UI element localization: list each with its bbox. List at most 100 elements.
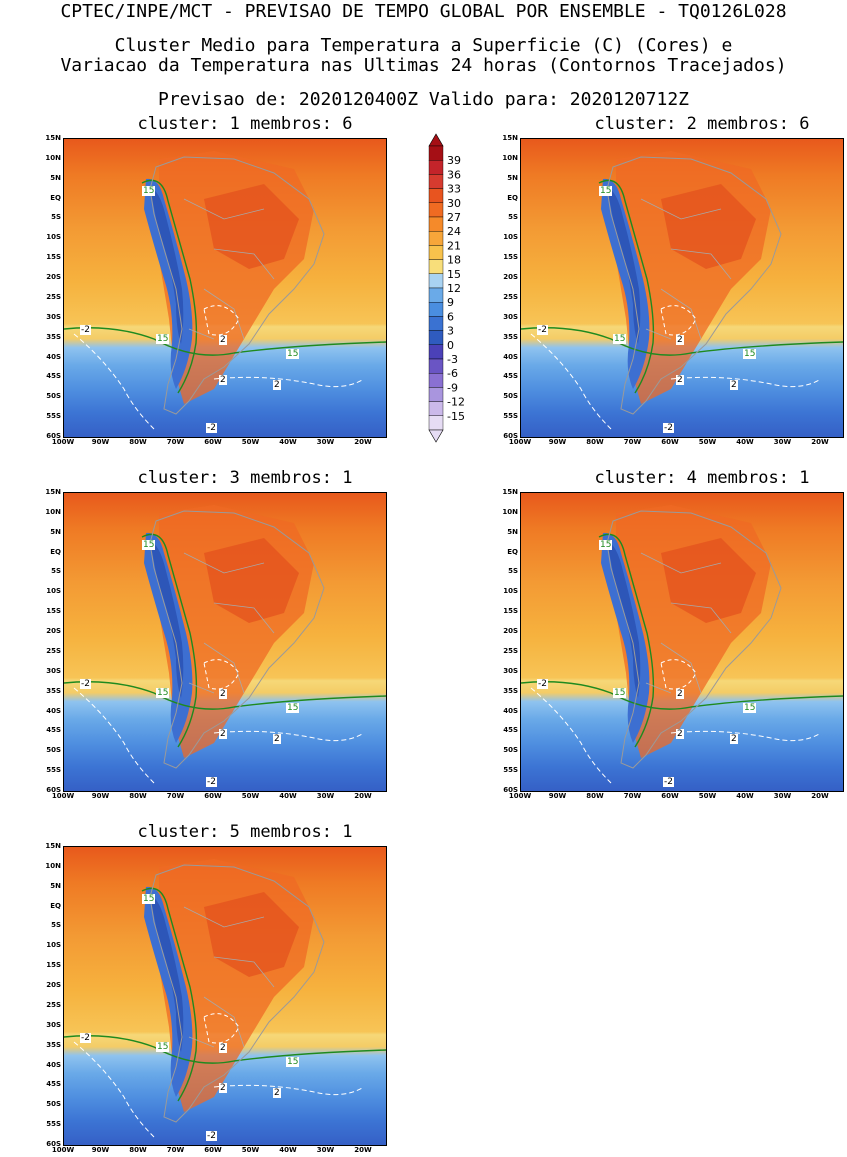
chart-title-line3: Variacao da Temperatura nas Ultimas 24 h… [60,55,787,76]
lat-tick-label: 5S [51,921,61,930]
colorbar-swatch [428,145,444,161]
lat-tick-label: 20S [503,273,518,282]
lon-tick-label: 40W [736,438,754,446]
temperature-map-panel-2: 15 15 15 2 2 2 -2 -2 [520,138,844,438]
colorbar-swatch [428,401,444,417]
contour-label: -2 [80,679,91,689]
lat-tick-label: 5N [50,527,61,536]
contour-label: -2 [80,1033,91,1043]
contour-label: -2 [663,777,674,787]
lon-tick-label: 90W [91,438,110,446]
colorbar-swatch [428,160,444,175]
lat-tick-label: 15S [503,253,518,262]
chart-title-line1: CPTEC/INPE/MCT - PREVISAO DE TEMPO GLOBA… [60,1,787,22]
contour-label: 2 [219,689,227,699]
lon-tick-label: 50W [241,792,260,800]
lat-tick-label: 5S [508,567,518,576]
lat-tick-label: 35S [46,686,61,695]
lon-tick-label: 30W [773,792,792,800]
contour-label: 15 [599,540,613,550]
lat-tick-label: 15N [45,488,61,496]
lat-tick-label: 45S [46,372,61,381]
contour-label: 2 [676,335,684,345]
lat-tick-label: 25S [46,1000,61,1009]
colorbar-label: -12 [447,396,465,409]
lat-tick-label: 55S [46,766,61,775]
lat-tick-label: 45S [46,726,61,735]
lon-tick-label: 80W [586,792,604,800]
lat-tick-label: 20S [46,981,61,990]
contour-label: 15 [613,334,627,344]
lon-tick-label: 100W [51,792,75,800]
contour-label: -2 [663,423,674,433]
lat-tick-label: 25S [503,646,518,655]
lat-tick-label: 5S [508,213,518,222]
lat-tick-label: 30S [503,666,518,675]
temperature-map-panel-5: 15 15 15 2 2 2 -2 -2 [63,846,387,1146]
colorbar-swatch [428,188,444,203]
contour-label: 15 [613,688,627,698]
lon-tick-label: 80W [129,1146,147,1154]
contour-label: 2 [219,335,227,345]
lat-tick-label: 10S [46,587,61,596]
contour-label: 15 [286,349,300,359]
contour-label: 2 [273,1088,281,1098]
lat-tick-label: 5N [50,173,61,182]
colorbar-label: 3 [447,325,454,338]
contour-label: 15 [743,349,757,359]
colorbar-arrow-top [428,133,444,147]
lat-tick-label: 5N [50,881,61,890]
lat-tick-label: 50S [503,392,518,401]
lon-tick-label: 50W [698,438,717,446]
lat-tick-label: 10S [46,233,61,242]
contour-label: -2 [206,777,217,787]
lon-tick-label: 60W [204,438,222,446]
lon-tick-label: 100W [51,438,75,446]
colorbar-swatch [428,202,444,218]
contour-label: 2 [219,729,227,739]
colorbar-label: 9 [447,296,454,309]
lon-tick-label: 60W [204,792,222,800]
lon-tick-label: 20W [811,792,829,800]
lat-tick-label: 15S [46,607,61,616]
lat-tick-label: 45S [503,372,518,381]
lon-tick-label: 50W [241,438,260,446]
lat-tick-label: 30S [46,312,61,321]
lat-tick-label: 55S [46,1120,61,1129]
lat-tick-label: 60S [46,1140,61,1148]
lon-tick-label: 40W [279,792,297,800]
contour-label: -2 [537,325,548,335]
lat-tick-label: 10N [45,153,61,162]
colorbar-label: 0 [447,339,454,352]
forecast-validity-line: Previsao de: 2020120400Z Valido para: 20… [157,89,689,110]
lon-tick-label: 30W [316,438,335,446]
lon-tick-label: 20W [354,438,372,446]
contour-label: 2 [676,689,684,699]
lat-tick-label: 5S [51,213,61,222]
contour-label: -2 [537,679,548,689]
colorbar-swatch [428,301,444,317]
lat-tick-label: 10N [502,153,518,162]
lat-tick-label: 40S [503,352,518,361]
temperature-map-panel-3: 15 15 15 2 2 2 -2 -2 [63,492,387,792]
colorbar-swatch [428,273,444,289]
colorbar-swatch [428,287,444,303]
lat-tick-label: 40S [503,706,518,715]
lon-tick-label: 100W [508,792,532,800]
colorbar-swatch [428,415,444,431]
contour-label: 2 [273,734,281,744]
colorbar-swatch [428,387,444,402]
colorbar-swatch [428,259,444,274]
lon-tick-label: 60W [204,1146,222,1154]
contour-label: 2 [219,1083,227,1093]
colorbar-label: 18 [447,254,461,267]
contour-label: 2 [219,375,227,385]
lat-tick-label: 20S [46,273,61,282]
lat-tick-label: 15N [45,842,61,850]
lat-tick-label: 5N [507,173,518,182]
contour-label: 15 [156,1042,170,1052]
lat-tick-label: 25S [503,292,518,301]
colorbar-swatch [428,174,444,189]
lon-tick-label: 80W [586,438,604,446]
